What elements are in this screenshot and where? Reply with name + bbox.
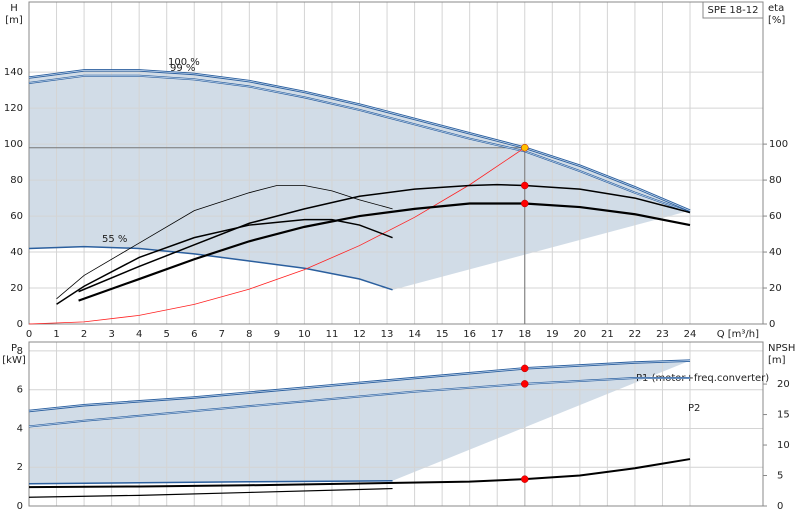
x-tick-label: 10 [298, 329, 311, 340]
x-tick-label: 16 [463, 329, 476, 340]
x-tick-label: 12 [353, 329, 366, 340]
y2-tick-label: 40 [769, 247, 782, 258]
y2-tick-label: 0 [769, 319, 775, 330]
y2-tick-label: 10 [777, 440, 790, 451]
y-axis-label: H [10, 3, 18, 14]
x-tick-label: 19 [546, 329, 559, 340]
y-tick-label: 80 [10, 175, 23, 186]
x-tick-label: 22 [629, 329, 642, 340]
x-tick-label: 2 [81, 329, 87, 340]
curve-label: 55 % [102, 234, 127, 245]
curve-label: 99 % [170, 63, 195, 74]
curve [78, 183, 691, 293]
y2-axis-label: NPSH [768, 343, 795, 354]
x-tick-label: 24 [684, 329, 697, 340]
point [521, 181, 529, 190]
x-tick-label: 14 [408, 329, 421, 340]
y2-tick-label: 60 [769, 211, 782, 222]
curve-highlight [28, 70, 691, 211]
x-tick-label: 6 [191, 329, 197, 340]
y-tick-label: 6 [17, 385, 23, 396]
x-tick-label: 1 [53, 329, 59, 340]
y-axis-label: P [11, 343, 17, 354]
x-tick-label: 7 [219, 329, 225, 340]
y2-axis-label: [%] [768, 15, 785, 26]
curve-highlight [28, 360, 691, 412]
point [521, 199, 529, 208]
x-tick-label: 17 [491, 329, 504, 340]
y-tick-label: 20 [10, 283, 23, 294]
plot-frame [28, 341, 764, 507]
y-axis-label: [m] [5, 15, 23, 26]
point [521, 475, 529, 483]
point [521, 380, 529, 388]
curve-highlight [28, 377, 691, 427]
y-tick-label: 60 [10, 211, 23, 222]
point [521, 364, 529, 373]
y2-axis-label: [m] [768, 355, 786, 366]
y-tick-label: 120 [4, 103, 23, 114]
x-tick-label: 5 [164, 329, 170, 340]
x-tick-label: 11 [326, 329, 339, 340]
y-tick-label: 0 [17, 319, 23, 330]
curve [78, 202, 691, 302]
curve-label: 100 % [168, 57, 200, 68]
y2-tick-label: 5 [777, 471, 783, 482]
y-tick-label: 8 [17, 346, 23, 357]
x-tick-label: 15 [436, 329, 449, 340]
x-axis-label: Q [m³/h] [717, 329, 759, 340]
y2-tick-label: 80 [769, 175, 782, 186]
curve [56, 218, 393, 305]
x-tick-label: 3 [108, 329, 114, 340]
y2-tick-label: 15 [777, 410, 790, 421]
x-tick-label: 18 [518, 329, 531, 340]
y-tick-label: 4 [17, 423, 23, 434]
curve [28, 487, 393, 498]
curve-label: P2 [688, 403, 700, 414]
y-tick-label: 100 [4, 139, 23, 150]
curve [28, 458, 691, 489]
curve [28, 147, 525, 325]
x-tick-label: 0 [26, 329, 32, 340]
y-tick-label: 140 [4, 67, 23, 78]
curve-highlight [28, 75, 691, 213]
y2-tick-label: 100 [769, 139, 788, 150]
y-tick-label: 40 [10, 247, 23, 258]
model-label: SPE 18-12 [708, 5, 759, 16]
y-axis-label: [kW] [2, 355, 26, 366]
y2-tick-label: 0 [777, 501, 783, 512]
x-tick-label: 8 [246, 329, 252, 340]
x-tick-label: 9 [274, 329, 280, 340]
y2-axis-label: eta [768, 3, 784, 14]
x-tick-label: 23 [656, 329, 669, 340]
x-tick-label: 4 [136, 329, 142, 340]
y-tick-label: 0 [17, 501, 23, 512]
y2-tick-label: 20 [769, 283, 782, 294]
curve-label: P1 (motor+freq.converter) [636, 373, 769, 384]
curve [28, 480, 393, 485]
x-tick-label: 20 [573, 329, 586, 340]
curve [28, 245, 393, 291]
x-tick-label: 21 [601, 329, 614, 340]
y-tick-label: 2 [17, 462, 23, 473]
point [521, 143, 529, 152]
model-box [702, 1, 764, 19]
x-tick-label: 13 [381, 329, 394, 340]
curve [56, 185, 393, 300]
y2-tick-label: 20 [777, 379, 790, 390]
plot-frame [28, 1, 764, 325]
